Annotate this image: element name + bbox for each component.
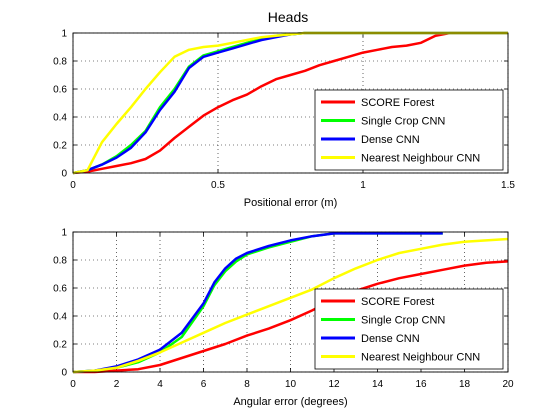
x-tick-label: 1.5 [501,180,515,191]
x-tick-label: 4 [157,379,163,390]
angular-error-plot: 0 2 4 6 8 10 12 14 16 18 20 0 0.2 0.4 0.6 0.8 1 Angular e… [53,228,514,409]
y-tick-label: 1 [61,29,67,40]
legend-label: SCORE Forest [361,296,434,308]
y-tick-label: 0.2 [53,141,67,152]
x-tick-label: 0 [70,379,76,390]
series-line-score-forest [73,31,508,175]
x-tick-label: 8 [244,379,250,390]
y-tick-label: 1 [61,228,67,239]
series-line-score-forest [73,260,508,374]
legend-label: Single Crop CNN [361,116,445,128]
y-tick-label: 0 [61,368,67,379]
x-tick-label: 20 [502,379,514,390]
x-tick-label: 14 [372,379,384,390]
legend-label: Dense CNN [361,333,420,345]
legend-label: SCORE Forest [361,97,434,109]
y-tick-label: 0.8 [53,57,67,68]
x-tick-label: 18 [459,379,471,390]
x-axis-label: Positional error (m) [244,197,338,209]
y-tick-label: 0.4 [53,312,67,323]
series-line-dense-cnn [73,232,443,374]
positional-error-plot: 0 0.5 1 1.5 0 0.2 0.4 0.6 0.8 1 Positional error (… [53,29,515,210]
series-line-nearest-neighbour-cnn [73,237,508,374]
y-tick-label: 0.8 [53,256,67,267]
x-tick-label: 10 [285,379,297,390]
y-tick-label: 0.6 [53,85,67,96]
x-tick-label: 0.5 [211,180,225,191]
x-tick-label: 16 [415,379,427,390]
x-tick-label: 1 [360,180,366,191]
legend-label: Single Crop CNN [361,315,445,327]
y-tick-label: 0 [61,169,67,180]
legend-label: Nearest Neighbour CNN [361,352,480,364]
legend-label: Dense CNN [361,134,420,146]
figure-title: Heads [268,9,308,25]
y-tick-label: 0.2 [53,340,67,351]
x-tick-label: 12 [328,379,340,390]
series-line-nearest-neighbour-cnn [73,31,508,175]
axes-box [72,231,509,373]
x-tick-label: 0 [70,180,76,191]
y-tick-label: 0.6 [53,284,67,295]
x-axis-label: Angular error (degrees) [233,396,347,408]
x-tick-label: 6 [201,379,207,390]
y-tick-label: 0.4 [53,113,67,124]
axes-box [72,32,509,174]
x-tick-label: 2 [114,379,120,390]
legend-label: Nearest Neighbour CNN [361,153,480,165]
